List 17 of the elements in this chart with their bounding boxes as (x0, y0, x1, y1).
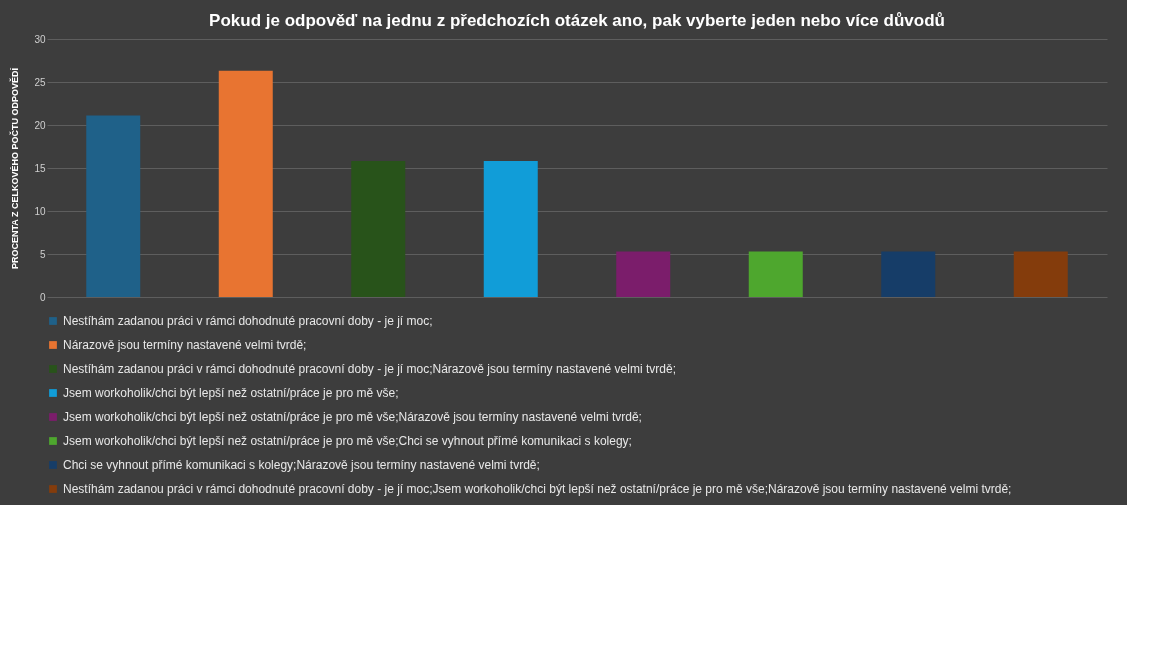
y-tick-label: 25 (34, 76, 46, 88)
y-tick-label: 5 (39, 248, 46, 260)
legend-label: Jsem workoholik/chci být lepší než ostatní/práce je pro mě vše; (63, 386, 399, 400)
legend-label: Nestíhám zadanou práci v rámci dohodnuté pracovní doby - je jí moc;Jsem workoholik/chci být lepší než ostatní/práce je pro mě vše;Nárazově jsou termíny nastavené velmi tvrdě; (63, 482, 1012, 496)
legend-label: Nestíhám zadanou práci v rámci dohodnuté pracovní doby - je jí moc; (63, 314, 433, 328)
y-axis-title: PROCENTA Z CELKOVÉHO POČTU ODPOVĚDÍ (9, 67, 21, 270)
y-tick-label: 0 (39, 291, 46, 303)
legend-label: Nestíhám zadanou práci v rámci dohodnuté pracovní doby - je jí moc;Nárazově jsou termíny nastavené velmi tvrdě; (63, 362, 676, 376)
y-tick-label: 10 (34, 205, 46, 217)
legend-label: Jsem workoholik/chci být lepší než ostatní/práce je pro mě vše;Chci se vyhnout přímé komunikaci s kolegy; (63, 434, 632, 448)
chart-title: Pokud je odpověď na jednu z předchozích otázek ano, pak vyberte jeden nebo více důvodů (209, 11, 945, 30)
legend-label: Nárazově jsou termíny nastavené velmi tvrdě; (63, 338, 307, 352)
legend-label: Jsem workoholik/chci být lepší než ostatní/práce je pro mě vše;Nárazově jsou termíny nastavené velmi tvrdě; (63, 410, 642, 424)
y-tick-label: 15 (34, 162, 46, 174)
y-tick-label: 30 (34, 33, 46, 45)
y-tick-label: 20 (34, 119, 46, 131)
legend-label: Chci se vyhnout přímé komunikaci s kolegy;Nárazově jsou termíny nastavené velmi tvrdě; (63, 458, 540, 472)
